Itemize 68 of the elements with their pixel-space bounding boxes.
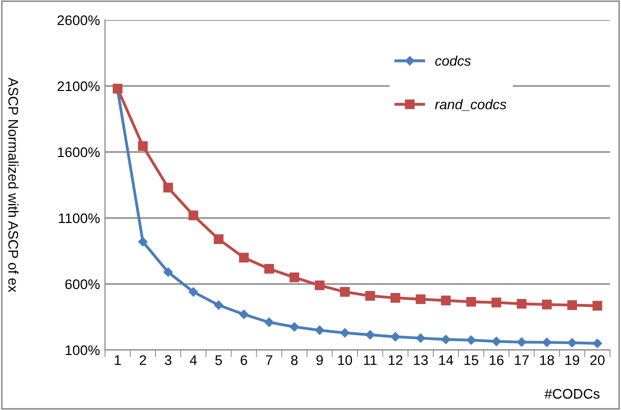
point [214, 234, 224, 244]
point [138, 237, 148, 246]
point [264, 264, 274, 274]
y-tick-label: 600% [65, 279, 100, 290]
x-tick-label: 13 [414, 355, 428, 366]
x-tick-label: 17 [514, 355, 529, 365]
x-tick-label: 8 [291, 355, 298, 366]
x-tick-label: 19 [565, 355, 580, 366]
point [492, 298, 502, 308]
x-tick-label: 7 [266, 355, 272, 365]
point [441, 334, 450, 344]
point [138, 141, 148, 151]
point [164, 267, 173, 277]
point [264, 318, 274, 327]
x-tick-label: 5 [215, 355, 222, 366]
x-tick-label: 10 [338, 355, 352, 366]
y-tick-label: 100% [66, 345, 100, 356]
x-tick-label: 2 [140, 355, 146, 365]
point [592, 338, 602, 348]
y-axis-title: ASCP Normalized with ASCP of ex [8, 78, 18, 292]
point [390, 332, 400, 342]
point [239, 310, 248, 319]
point [517, 337, 526, 347]
point [315, 326, 324, 335]
point [567, 300, 577, 310]
y-tick-label: 1600% [58, 147, 100, 158]
x-tick-label: 14 [439, 355, 454, 365]
y-tick-label: 2600% [58, 15, 100, 26]
x-tick-label: 15 [464, 355, 478, 366]
x-axis-title: #CODCs [544, 388, 600, 399]
x-tick-label: 20 [590, 355, 605, 366]
point [592, 300, 602, 311]
point [492, 336, 501, 346]
legend-label: rand_codcs [435, 99, 506, 111]
point [340, 328, 350, 338]
point [163, 182, 173, 192]
x-tick-label: 18 [540, 355, 554, 366]
point [416, 333, 426, 343]
x-tick-label: 16 [490, 355, 504, 366]
x-tick-label: 1 [114, 355, 121, 365]
point [214, 300, 224, 310]
point [542, 300, 552, 310]
x-tick-label: 3 [164, 355, 172, 366]
point [290, 272, 300, 282]
point [516, 298, 526, 309]
point [366, 330, 375, 340]
point [239, 252, 249, 262]
y-tick-label: 2100% [58, 81, 100, 92]
y-tick-label: 1100% [58, 213, 100, 224]
x-tick-label: 11 [364, 355, 377, 365]
point [188, 287, 198, 297]
point [568, 338, 577, 348]
legend-label: codcs [435, 56, 471, 66]
x-tick-label: 12 [388, 355, 402, 365]
point [542, 338, 552, 347]
point [365, 291, 375, 301]
x-tick-label: 9 [316, 355, 323, 366]
x-tick-label: 4 [190, 355, 197, 365]
point [340, 287, 350, 297]
point [416, 294, 426, 304]
point [290, 322, 299, 332]
point [188, 210, 198, 220]
point [466, 296, 476, 307]
point [390, 293, 400, 303]
x-tick-label: 6 [240, 355, 248, 366]
point [314, 280, 324, 290]
point [466, 335, 476, 345]
point [441, 296, 451, 306]
